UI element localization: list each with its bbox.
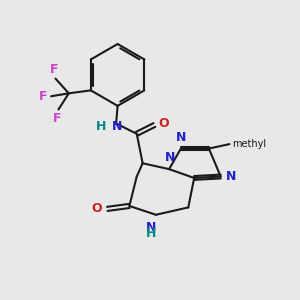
Text: F: F bbox=[53, 112, 61, 125]
Text: N: N bbox=[146, 221, 157, 234]
Text: N: N bbox=[112, 120, 123, 133]
Text: O: O bbox=[159, 117, 170, 130]
Text: F: F bbox=[50, 63, 58, 76]
Text: O: O bbox=[92, 202, 102, 215]
Text: N: N bbox=[226, 170, 236, 183]
Text: H: H bbox=[146, 227, 157, 240]
Text: methyl: methyl bbox=[232, 139, 267, 149]
Text: N: N bbox=[176, 130, 186, 143]
Text: F: F bbox=[39, 90, 48, 103]
Text: N: N bbox=[164, 151, 175, 164]
Text: H: H bbox=[95, 120, 106, 133]
